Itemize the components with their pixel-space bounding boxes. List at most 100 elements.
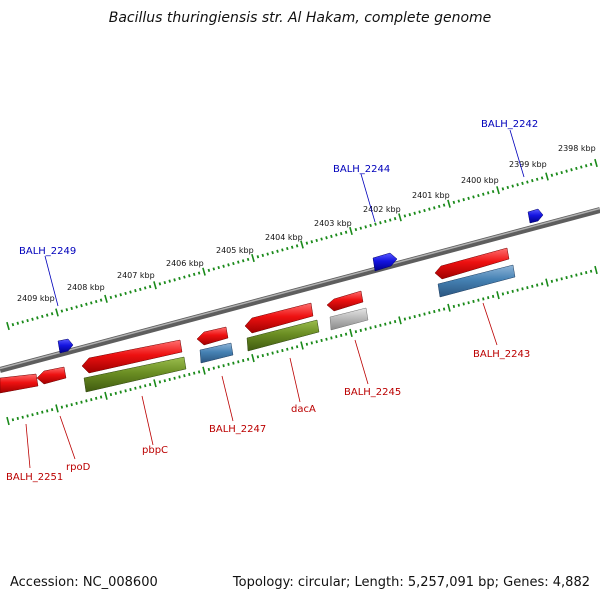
cds-balh-2243[interactable] [437, 264, 516, 298]
gene-arrow-pbpc[interactable] [81, 339, 183, 374]
minor-tick [536, 283, 539, 287]
gene-arrow-balh-2249[interactable] [57, 338, 74, 354]
cds-daca[interactable] [246, 319, 320, 352]
minor-tick [286, 347, 289, 351]
minor-tick [521, 181, 524, 185]
minor-tick [80, 400, 83, 404]
minor-tick [560, 277, 563, 281]
minor-tick [511, 289, 514, 293]
minor-tick [26, 414, 29, 418]
gene-label-balh-2249[interactable]: BALH_2249 [19, 246, 76, 257]
minor-tick [526, 180, 529, 184]
minor-tick [379, 323, 382, 327]
gene-label-balh-2245[interactable]: BALH_2245 [344, 387, 401, 398]
minor-tick [227, 263, 230, 267]
minor-tick [521, 287, 524, 291]
minor-tick [183, 374, 186, 378]
label-leader-lines [25, 129, 525, 469]
gene-arrow-balh-2242[interactable] [527, 208, 544, 224]
minor-tick [511, 184, 514, 188]
minor-tick [256, 255, 260, 259]
major-tick [300, 240, 304, 249]
genome-summary-text: Topology: circular; Length: 5,257,091 bp… [232, 575, 590, 590]
minor-tick [114, 294, 118, 298]
scale-label: 2400 kbp [461, 176, 499, 185]
cds-balh-2247[interactable] [199, 342, 234, 364]
gene-arrow-rpod[interactable] [36, 366, 67, 385]
gene-label-balh-2251[interactable]: BALH_2251 [6, 472, 63, 483]
minor-tick [134, 386, 137, 390]
minor-tick [472, 299, 475, 303]
minor-tick [433, 310, 436, 314]
minor-tick [589, 162, 593, 166]
gene-arrow-balh-2251[interactable] [0, 373, 39, 394]
minor-tick [207, 268, 211, 272]
scale-label: 2399 kbp [509, 160, 547, 169]
minor-tick [95, 396, 98, 400]
minor-tick [344, 332, 348, 336]
minor-tick [295, 244, 299, 248]
minor-tick [335, 335, 338, 339]
minor-tick [222, 364, 225, 368]
minor-tick [46, 409, 49, 413]
gene-label-balh-2243[interactable]: BALH_2243 [473, 349, 530, 360]
minor-tick [325, 236, 328, 240]
minor-tick [266, 352, 269, 356]
minor-tick [565, 276, 568, 280]
minor-tick [482, 297, 485, 301]
minor-tick [550, 173, 554, 177]
major-tick [55, 308, 59, 317]
gene-label-balh-2242[interactable]: BALH_2242 [481, 119, 538, 130]
minor-tick [580, 272, 583, 276]
minor-tick [90, 301, 93, 305]
minor-tick [134, 289, 137, 293]
minor-tick [364, 327, 367, 331]
gene-label-daca[interactable]: dacA [291, 404, 316, 415]
minor-tick [388, 218, 392, 222]
gene-arrow-daca[interactable] [244, 302, 314, 334]
minor-tick [589, 269, 593, 273]
leader-balh-2242 [509, 129, 525, 178]
minor-tick [580, 165, 583, 169]
minor-tick [575, 273, 578, 277]
minor-tick [516, 288, 519, 292]
minor-tick [227, 362, 230, 366]
major-tick [300, 341, 304, 350]
minor-tick [575, 166, 578, 171]
minor-tick [217, 365, 220, 369]
minor-tick [442, 203, 446, 207]
minor-tick [241, 259, 245, 263]
minor-tick [486, 191, 490, 195]
minor-tick [261, 253, 265, 257]
cds-pbpc[interactable] [83, 356, 187, 393]
minor-tick [491, 189, 495, 194]
gene-arrow-balh-2247[interactable] [196, 326, 229, 346]
minor-tick [276, 350, 279, 354]
minor-tick [124, 291, 127, 295]
reverse-gene-features [0, 247, 516, 394]
minor-tick [85, 302, 88, 306]
gene-arrow-balh-2243[interactable] [434, 247, 510, 280]
gene-label-rpod[interactable]: rpoD [66, 462, 91, 473]
minor-tick [109, 295, 113, 300]
minor-tick [212, 366, 215, 370]
minor-tick [467, 301, 470, 305]
gene-arrow-balh-2244[interactable] [372, 252, 398, 272]
gene-arrow-balh-2245[interactable] [326, 290, 364, 312]
minor-tick [433, 206, 436, 210]
minor-tick [242, 359, 245, 363]
minor-tick [178, 375, 181, 379]
scale-label: 2398 kbp [558, 144, 596, 153]
gene-label-balh-2247[interactable]: BALH_2247 [209, 424, 266, 435]
minor-tick [148, 383, 152, 387]
major-tick [545, 172, 549, 181]
cds-balh-2245[interactable] [329, 307, 369, 331]
gene-label-balh-2244[interactable]: BALH_2244 [333, 164, 390, 175]
minor-tick [467, 196, 470, 200]
minor-tick [168, 377, 171, 381]
gene-label-pbpc[interactable]: pbpC [142, 445, 168, 456]
minor-tick [41, 314, 44, 319]
major-tick [55, 404, 59, 413]
minor-tick [413, 211, 416, 215]
